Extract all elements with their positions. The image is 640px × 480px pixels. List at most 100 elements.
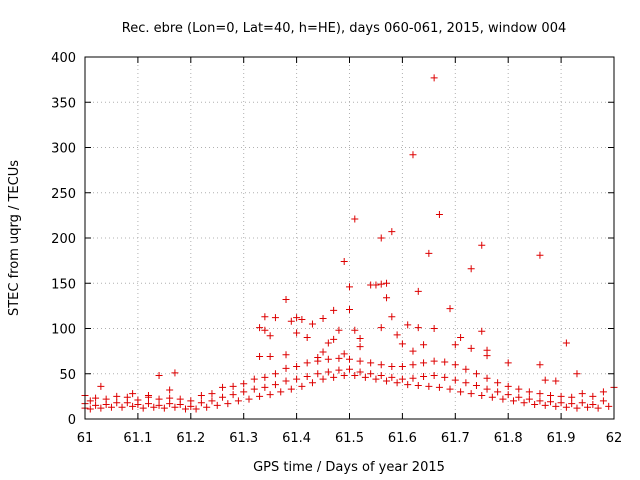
data-point bbox=[139, 404, 147, 412]
y-tick-label: 250 bbox=[51, 187, 76, 202]
data-point bbox=[335, 326, 343, 334]
data-point bbox=[314, 357, 322, 365]
data-point bbox=[166, 386, 174, 394]
data-point bbox=[182, 405, 190, 413]
data-point bbox=[224, 400, 232, 408]
data-point bbox=[435, 210, 443, 218]
data-point bbox=[494, 379, 502, 387]
data-point bbox=[388, 228, 396, 236]
data-point bbox=[298, 315, 306, 323]
data-point bbox=[213, 401, 221, 409]
plot-frame bbox=[84, 56, 615, 420]
data-point bbox=[515, 393, 523, 401]
data-point bbox=[129, 402, 137, 410]
data-point bbox=[277, 388, 285, 396]
data-point bbox=[451, 361, 459, 369]
data-point bbox=[356, 334, 364, 342]
data-point bbox=[129, 390, 137, 398]
chart-title: Rec. ebre (Lon=0, Lat=40, h=HE), days 06… bbox=[122, 21, 566, 36]
data-point bbox=[393, 379, 401, 387]
data-point bbox=[86, 397, 94, 405]
data-point bbox=[420, 359, 428, 367]
data-point bbox=[361, 373, 369, 381]
data-point bbox=[372, 281, 380, 289]
data-point bbox=[261, 373, 269, 381]
data-point bbox=[308, 320, 316, 328]
data-point bbox=[509, 397, 517, 405]
data-point bbox=[541, 376, 549, 384]
data-point bbox=[398, 340, 406, 348]
data-point bbox=[578, 390, 586, 398]
data-point bbox=[531, 401, 539, 409]
data-point bbox=[435, 383, 443, 391]
data-point bbox=[377, 324, 385, 332]
data-point bbox=[404, 321, 412, 329]
data-point bbox=[340, 372, 348, 380]
data-point bbox=[536, 397, 544, 405]
data-point bbox=[197, 391, 205, 399]
data-point bbox=[319, 348, 327, 356]
data-point bbox=[282, 296, 290, 304]
data-point bbox=[346, 365, 353, 373]
data-point bbox=[303, 372, 311, 380]
data-point bbox=[430, 325, 438, 332]
data-point bbox=[467, 265, 475, 273]
data-point bbox=[293, 329, 301, 337]
data-point bbox=[441, 373, 449, 381]
data-point bbox=[483, 385, 491, 393]
data-point bbox=[144, 393, 152, 401]
data-point bbox=[266, 353, 274, 361]
data-point bbox=[488, 393, 496, 401]
data-point bbox=[324, 339, 332, 347]
data-point bbox=[160, 404, 168, 412]
data-point bbox=[171, 369, 179, 377]
data-point bbox=[441, 358, 449, 366]
data-point bbox=[504, 359, 512, 367]
data-point bbox=[457, 334, 465, 342]
data-point bbox=[388, 363, 396, 371]
data-point bbox=[293, 314, 301, 322]
data-point bbox=[605, 402, 613, 410]
data-point bbox=[298, 382, 306, 390]
y-tick-label: 200 bbox=[51, 232, 76, 247]
data-point bbox=[346, 305, 353, 313]
data-point bbox=[335, 354, 343, 362]
y-tick-label: 350 bbox=[51, 96, 76, 111]
data-point bbox=[271, 381, 279, 389]
x-axis-ticks: 61 61.1 61.2 61.3 61.4 61.5 61.6 61.7 61.8 61.9 62 bbox=[77, 57, 622, 446]
data-point bbox=[377, 372, 385, 380]
data-point bbox=[118, 403, 126, 411]
data-point bbox=[414, 287, 422, 295]
x-tick-label: 61.5 bbox=[335, 431, 364, 446]
data-point bbox=[303, 359, 311, 367]
data-point bbox=[324, 368, 332, 376]
y-tick-label: 150 bbox=[51, 277, 76, 292]
data-point bbox=[483, 374, 491, 382]
data-point bbox=[462, 379, 470, 387]
data-point bbox=[256, 392, 264, 400]
data-point bbox=[356, 343, 364, 351]
data-point bbox=[187, 402, 195, 410]
data-point bbox=[303, 334, 311, 342]
data-point bbox=[102, 401, 110, 409]
data-point bbox=[599, 388, 607, 396]
data-point bbox=[335, 366, 343, 374]
data-point bbox=[504, 391, 512, 399]
data-point bbox=[425, 249, 433, 257]
x-axis-label: GPS time / Days of year 2015 bbox=[253, 460, 445, 475]
y-tick-label: 300 bbox=[51, 142, 76, 157]
data-point bbox=[92, 394, 100, 402]
data-point bbox=[351, 326, 359, 334]
data-point bbox=[372, 375, 380, 383]
data-point bbox=[245, 395, 253, 403]
data-point bbox=[388, 313, 396, 321]
data-point bbox=[229, 382, 237, 390]
data-point bbox=[557, 392, 565, 400]
data-point bbox=[367, 359, 375, 367]
data-point bbox=[478, 327, 486, 335]
data-point bbox=[219, 393, 227, 401]
data-point bbox=[414, 324, 422, 332]
data-point bbox=[552, 402, 560, 410]
data-point bbox=[430, 372, 438, 380]
data-point bbox=[319, 375, 327, 383]
